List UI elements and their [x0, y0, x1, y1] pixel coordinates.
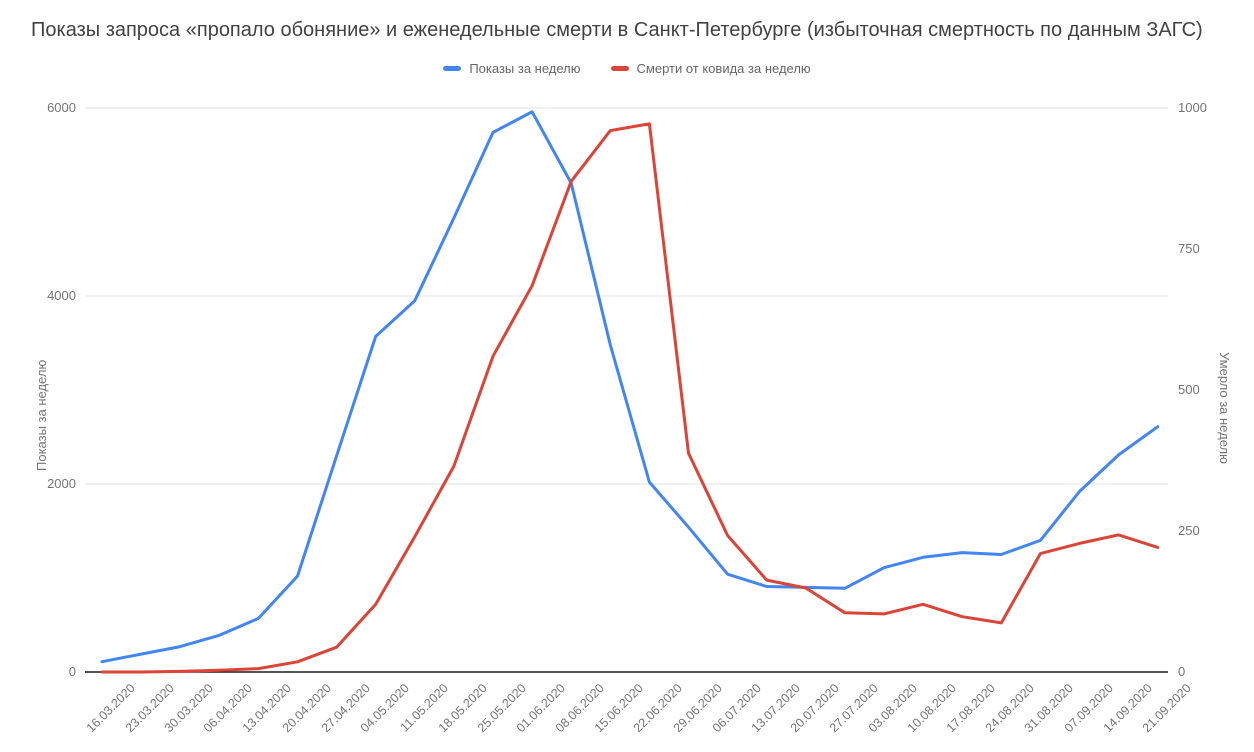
- y-axis-right-title: Умерло за неделю: [1217, 352, 1232, 464]
- series-line-deaths: [100, 122, 1160, 674]
- y-axis-left-tick-label: 0: [68, 664, 76, 679]
- legend-label-searches: Показы за неделю: [469, 61, 581, 76]
- legend-marker-deaths: [610, 66, 629, 71]
- y-axis-right-tick-label: 0: [1178, 664, 1186, 679]
- legend-marker-searches: [443, 66, 462, 71]
- legend-label-deaths: Смерти от ковида за неделю: [636, 61, 811, 76]
- y-axis-left-title: Показы за неделю: [34, 359, 49, 471]
- chart-title: Показы запроса «пропало обоняние» и ежен…: [31, 19, 1203, 41]
- series-line-searches: [100, 110, 1160, 664]
- legend-item-searches: Показы за неделю: [443, 61, 581, 76]
- y-axis-left-tick-label: 4000: [47, 288, 76, 303]
- y-axis-right-tick-label: 250: [1178, 523, 1200, 538]
- y-axis-right-tick-label: 750: [1178, 241, 1200, 256]
- y-axis-left-tick-label: 6000: [47, 100, 76, 115]
- y-axis-right-tick-label: 1000: [1178, 100, 1207, 115]
- legend-item-deaths: Смерти от ковида за неделю: [610, 61, 811, 76]
- y-axis-right-tick-label: 500: [1178, 382, 1200, 397]
- y-axis-left-tick-label: 2000: [47, 476, 76, 491]
- legend: Показы за неделю Смерти от ковида за нед…: [0, 61, 1254, 76]
